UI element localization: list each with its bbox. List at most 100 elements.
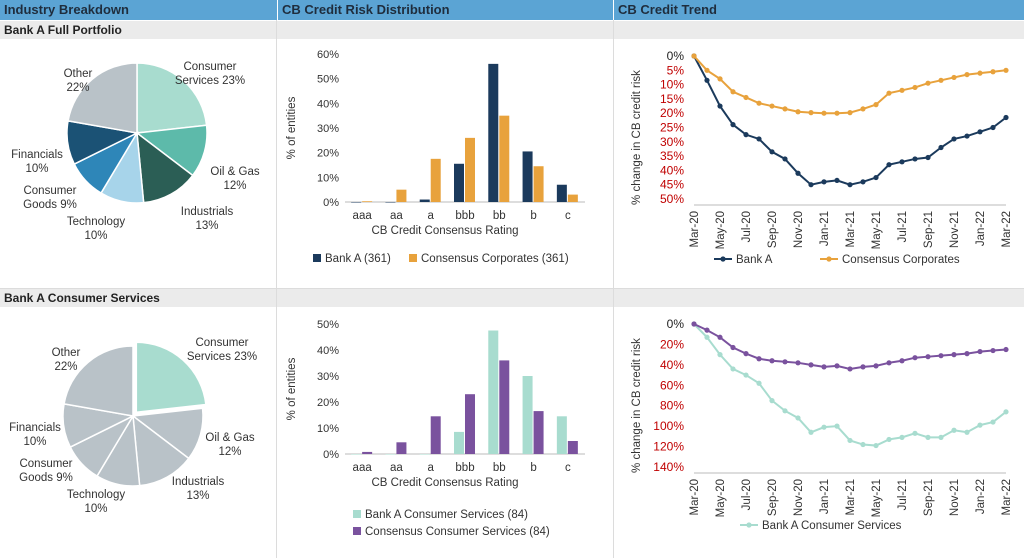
pie-slice-label: 10% (84, 503, 107, 515)
pie-slice-label: Goods 9% (19, 472, 73, 484)
series-point (860, 106, 866, 112)
bar (533, 166, 544, 202)
series-point (964, 429, 970, 435)
x-tick-label: May-20 (715, 479, 727, 517)
header-credit-trend: CB Credit Trend (613, 0, 1024, 20)
pie-slice-label: 13% (186, 490, 209, 502)
pie-slice (63, 345, 134, 417)
series-point (782, 156, 788, 162)
x-tick-label: May-20 (715, 211, 727, 249)
series-point (717, 76, 723, 82)
bar-chart-consumer-services: 0%10%20%30%40%50%aaa aa a bbb bb b cCB Credit … (286, 319, 585, 538)
bar-chart-full-portfolio: 0%10%20%30%40%50%60%aaa aa a bbb bb b cCB Cred… (286, 49, 585, 265)
y-tick-label: 50% (317, 74, 339, 86)
series-point (925, 154, 931, 161)
series-point (860, 364, 866, 370)
pie-slice-label: 12% (218, 446, 241, 458)
series-line (693, 323, 1007, 447)
bar (465, 137, 475, 202)
series-point (691, 321, 697, 327)
x-tick-label: c (565, 462, 571, 474)
pie-slice-label: Services 23% (187, 351, 257, 363)
bar (522, 151, 533, 202)
series-point (860, 441, 866, 448)
series-point (899, 358, 905, 364)
series-point (704, 77, 710, 83)
y-axis-label: % change in CB credit risk (631, 338, 643, 473)
series-point (717, 103, 723, 109)
y-tick-label: 20% (660, 106, 684, 120)
x-tick-label: Sep-20 (767, 479, 779, 516)
series-point (977, 70, 983, 76)
series-point (691, 53, 697, 59)
series-point (717, 352, 723, 358)
series-point (730, 344, 736, 351)
y-tick-label: 50% (660, 192, 684, 206)
x-tick-label: Jul-21 (897, 479, 909, 510)
legend-swatch (353, 510, 361, 518)
series-point (990, 124, 996, 131)
series-point (782, 359, 788, 365)
x-tick-label: Mar-20 (689, 211, 701, 247)
x-tick-label: b (530, 210, 536, 222)
y-tick-label: 0% (323, 197, 339, 209)
pie-slice-label: Industrials (172, 476, 225, 488)
pie-slice-label: 12% (223, 180, 246, 192)
series-point (951, 136, 957, 142)
x-tick-label: Jan-21 (819, 211, 831, 246)
pie-slice-label: Consumer (183, 61, 236, 73)
x-tick-label: Mar-22 (1001, 479, 1013, 515)
bar (385, 202, 396, 203)
series-point (821, 364, 827, 370)
pie-slice-label: Financials (9, 422, 61, 434)
pie-slice-label: Consumer (19, 458, 72, 470)
series-point (964, 351, 970, 357)
series-point (847, 366, 853, 372)
series-point (834, 363, 840, 369)
series-point (821, 179, 827, 185)
x-tick-label: Sep-21 (923, 479, 935, 516)
pie-slice-label: Goods 9% (23, 199, 77, 211)
y-axis-label: % of entities (286, 357, 298, 420)
y-tick-label: 30% (317, 371, 339, 383)
series-point (938, 353, 944, 359)
series-point (925, 80, 931, 86)
y-tick-label: 140% (653, 460, 684, 474)
series-point (834, 177, 840, 184)
series-point (808, 182, 814, 188)
legend-marker (826, 256, 832, 262)
pie-slice-label: 10% (25, 163, 48, 175)
series-point (756, 380, 762, 386)
series-point (795, 415, 801, 421)
pie-slice-label: Industrials (181, 206, 234, 218)
column-divider (276, 20, 277, 558)
series-point (873, 442, 879, 449)
series-point (769, 103, 775, 109)
y-tick-label: 10% (660, 78, 684, 92)
legend-label: Bank A Consumer Services (84) (365, 509, 528, 521)
series-point (756, 356, 762, 362)
y-tick-label: 100% (653, 419, 684, 433)
series-point (938, 77, 944, 83)
series-point (873, 174, 879, 181)
series-point (925, 354, 931, 360)
bar (419, 199, 430, 202)
bar (465, 394, 475, 454)
series-point (1003, 346, 1009, 353)
series-point (912, 430, 918, 436)
legend-label: Consensus Corporates (361) (421, 253, 569, 265)
pie-slice-label: 13% (195, 220, 218, 232)
pie-slice-label: Financials (11, 149, 63, 161)
pie-slice-label: 10% (84, 230, 107, 242)
series-point (964, 71, 970, 78)
series-point (808, 429, 814, 435)
y-tick-label: 80% (660, 399, 684, 413)
legend-label: Bank A Consumer Services (762, 520, 902, 532)
pie-slice-label: 10% (23, 436, 46, 448)
x-tick-label: Nov-20 (793, 479, 805, 516)
bar (454, 431, 464, 454)
x-tick-label: bb (493, 462, 506, 474)
y-tick-label: 10% (317, 423, 339, 435)
bar (351, 454, 362, 455)
series-point (743, 351, 749, 357)
